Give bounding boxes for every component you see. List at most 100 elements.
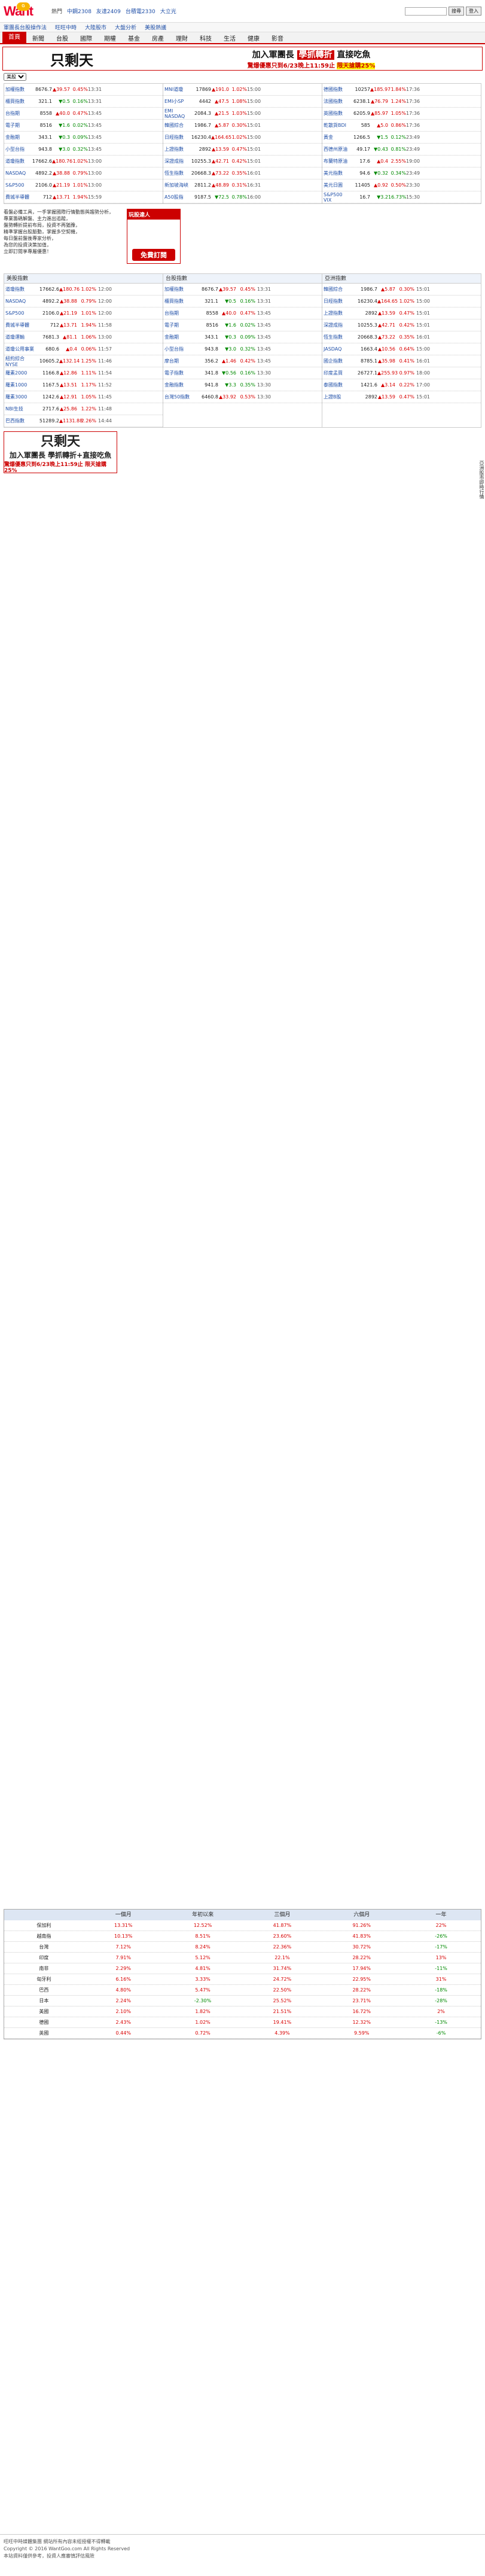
promo-banner[interactable]: 只剩天 加入軍團長 學抓轉折 直接吃魚 驚爆優惠只到6/23晚上11:59止 限… (2, 47, 483, 71)
quote-row[interactable]: 布蘭特原油 17.6 ▲0.4 2.55% 19:00 (322, 156, 481, 168)
quote-name[interactable]: 印度孟買 (324, 370, 343, 376)
col-header[interactable]: 一個月 (115, 1912, 132, 1918)
country-name[interactable]: 台灣 (39, 1944, 49, 1950)
quote-name[interactable]: 乾散貨BDI (324, 123, 347, 128)
quote-row[interactable]: 加權指數 8676.7 ▲39.57 0.45% 13:31 (4, 84, 163, 96)
quote-name[interactable]: S&P500 (5, 182, 25, 188)
nav-item[interactable]: 新聞 (32, 35, 44, 42)
quote-name[interactable]: 泰國指數 (324, 382, 343, 388)
quote-row[interactable]: EMI小SP 4442 ▲47.5 1.08% 15:00 (163, 96, 322, 108)
quote-row[interactable]: 道瓊指數 17662.6 ▲180.76 1.02% 12:00 (4, 284, 163, 296)
quote-row[interactable]: 電子指數 341.8 ▼0.56 0.16% 13:30 (163, 367, 322, 379)
quote-row[interactable]: 日經指數 16230.4 ▲164.65 1.02% 15:00 (163, 132, 322, 144)
quote-row[interactable]: 黃金 1266.5 ▼1.5 0.12% 23:49 (322, 132, 481, 144)
quote-name[interactable]: 台灣50指數 (164, 394, 190, 400)
quote-row[interactable]: 金融期 343.1 ▼0.3 0.09% 13:45 (4, 132, 163, 144)
quote-name[interactable]: S&P500 VIX (324, 191, 343, 203)
nav-item[interactable]: 國際 (80, 35, 92, 42)
market-dropdown[interactable]: 美股 (4, 73, 26, 81)
quote-name[interactable]: 上證指數 (324, 310, 343, 316)
quote-row[interactable]: 櫃買指數 321.1 ▼0.5 0.16% 13:31 (4, 96, 163, 108)
quote-name[interactable]: 道瓊運輸 (5, 334, 25, 340)
quote-row[interactable]: 小型台指 943.8 ▼3.0 0.32% 13:45 (4, 144, 163, 156)
quote-name[interactable]: 國企指數 (324, 358, 343, 364)
news-link[interactable]: 大陸股市 (85, 25, 107, 31)
quote-row[interactable]: 德國指數 10257 ▲185.97 1.84% 17:36 (322, 84, 481, 96)
quote-row[interactable]: 道瓊運輸 7681.3 ▲81.1 1.06% 13:00 (4, 331, 163, 343)
quote-row[interactable]: S&P500 VIX 16.7 ▼3.2 16.73% 15:30 (322, 191, 481, 203)
col-header[interactable]: 六個月 (353, 1912, 370, 1918)
quote-name[interactable]: A50股指 (164, 194, 184, 200)
quote-name[interactable]: 電子期 (5, 123, 20, 128)
quote-name[interactable]: 美元指數 (324, 170, 343, 176)
search-button[interactable]: 搜尋 (449, 7, 464, 16)
quote-name[interactable]: 道瓊公用事業 (5, 346, 34, 352)
promo-ad-small[interactable]: 只剩天 加入軍團長 學抓轉折+直接吃魚 驚爆優惠只到6/23晚上11:59止 限… (4, 431, 117, 474)
news-link[interactable]: 美股熱議 (145, 25, 167, 31)
quote-name[interactable]: EMI NASDAQ (164, 108, 185, 119)
country-name[interactable]: 德國 (39, 2020, 49, 2025)
subscribe-button[interactable]: 免費訂閱 (132, 249, 175, 261)
quote-row[interactable]: NASDAQ 4892.2 ▲38.88 0.79% 12:00 (4, 296, 163, 307)
quote-row[interactable]: 金融指數 941.8 ▼3.3 0.35% 13:30 (163, 379, 322, 391)
quote-row[interactable]: 美元日圓 11405 ▲0.92 0.50% 23:30 (322, 179, 481, 191)
quote-name[interactable]: MNI道瓊 (164, 87, 184, 92)
quote-row[interactable]: EMI NASDAQ 2084.3 ▲21.5 1.03% 15:00 (163, 108, 322, 120)
news-link[interactable]: 大盤分析 (115, 25, 137, 31)
nav-item[interactable]: 房產 (152, 35, 164, 42)
quote-row[interactable]: NBI生技 2717.6 ▲25.86 1.22% 11:48 (4, 403, 163, 415)
quote-row[interactable]: 費城半導體 712 ▲13.71 1.94% 11:58 (4, 319, 163, 331)
col-header[interactable]: 三個月 (274, 1912, 291, 1918)
quote-row[interactable]: 印度孟買 26727.1 ▲255.93 0.97% 18:00 (322, 367, 481, 379)
nav-item[interactable]: 健康 (248, 35, 260, 42)
quote-name[interactable]: JASDAQ (324, 346, 342, 352)
quote-row[interactable]: 恆生指數 20668.3 ▲73.22 0.35% 16:01 (322, 331, 481, 343)
hot-stock-link[interactable]: 中鋼2308 (67, 9, 91, 15)
quote-name[interactable]: 日經指數 (164, 135, 184, 140)
quote-row[interactable]: 新加坡海峽 2811.2 ▲48.89 0.31% 16:31 (163, 179, 322, 191)
quote-name[interactable]: NASDAQ (5, 170, 26, 176)
col-header[interactable]: 一年 (435, 1912, 447, 1918)
quote-name[interactable]: 恆生指數 (164, 170, 184, 176)
login-button[interactable]: 登入 (466, 7, 481, 16)
quote-name[interactable]: 電子期 (164, 322, 179, 328)
quote-name[interactable]: 美元日圓 (324, 182, 343, 188)
quote-row[interactable]: S&P500 2106.0 ▲21.19 1.01% 13:00 (4, 179, 163, 191)
quote-name[interactable]: 恆生指數 (324, 334, 343, 340)
quote-name[interactable]: NASDAQ (5, 299, 26, 304)
quote-row[interactable]: 道瓊指數 17662.6 ▲180.76 1.02% 13:00 (4, 156, 163, 168)
country-name[interactable]: 印度 (39, 1955, 49, 1960)
quote-name[interactable]: 摩台期 (164, 358, 179, 364)
quote-row[interactable]: 乾散貨BDI 585 ▲5.0 0.86% 17:36 (322, 120, 481, 132)
quote-name[interactable]: 黃金 (324, 135, 333, 140)
country-name[interactable]: 日本 (39, 1998, 49, 2003)
quote-row[interactable]: 羅素2000 1166.8 ▲12.86 1.11% 11:54 (4, 367, 163, 379)
quote-name[interactable]: EMI小SP (164, 99, 184, 104)
news-link[interactable]: 旺旺中時 (55, 25, 77, 31)
quote-name[interactable]: 費城半導體 (5, 194, 29, 200)
quote-name[interactable]: 羅素3000 (5, 394, 28, 400)
quote-row[interactable]: 電子期 8516 ▼1.6 0.02% 13:45 (163, 319, 322, 331)
quote-row[interactable]: JASDAQ 1663.4 ▲10.56 0.64% 15:00 (322, 343, 481, 355)
quote-row[interactable]: 電子期 8516 ▼1.6 0.02% 13:45 (4, 120, 163, 132)
nav-item[interactable]: 基金 (128, 35, 140, 42)
quote-name[interactable]: 深證成指 (164, 159, 184, 164)
quote-row[interactable]: 道瓊公用事業 680.6 ▲0.4 0.06% 11:57 (4, 343, 163, 355)
quote-row[interactable]: 恆生指數 20668.3 ▲73.22 0.35% 16:01 (163, 168, 322, 179)
quote-name[interactable]: NBI生技 (5, 406, 23, 412)
quote-row[interactable]: 巴西指數 51289.2 ▲1131.88 2.26% 14:44 (4, 415, 163, 427)
quote-name[interactable]: 巴西指數 (5, 418, 25, 424)
quote-row[interactable]: 摩台期 356.2 ▲1.46 0.42% 13:45 (163, 355, 322, 367)
quote-name[interactable]: 深證成指 (324, 322, 343, 328)
quote-row[interactable]: 深證成指 10255.3 ▲42.71 0.42% 15:01 (163, 156, 322, 168)
country-name[interactable]: 美國 (39, 2009, 49, 2014)
quote-name[interactable]: 金融期 (164, 334, 179, 340)
quote-row[interactable]: 日經指數 16230.4 ▲164.65 1.02% 15:00 (322, 296, 481, 307)
news-link[interactable]: 軍團長台股操作法 (4, 25, 47, 31)
quote-name[interactable]: 日經指數 (324, 299, 343, 304)
quote-row[interactable]: 美元指數 94.6 ▼0.32 0.34% 23:49 (322, 168, 481, 179)
quote-row[interactable]: 上證指數 2892 ▲13.59 0.47% 15:01 (163, 144, 322, 156)
quote-row[interactable]: 紐約綜合NYSE 10605.2 ▲132.14 1.25% 11:46 (4, 355, 163, 367)
nav-item[interactable]: 台股 (56, 35, 68, 42)
site-logo[interactable]: Want G (4, 2, 33, 19)
